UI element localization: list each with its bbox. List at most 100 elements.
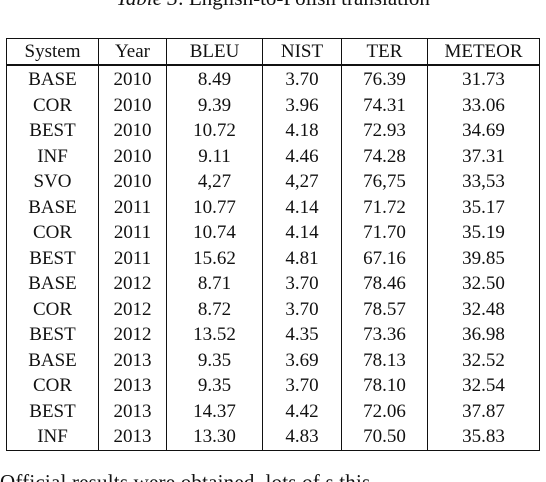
cell-year: 2010 [98, 143, 167, 169]
cell-ter: 78.46 [341, 271, 428, 297]
cell-meteor: 31.73 [427, 65, 540, 93]
table-row: BEST 2011 15.62 4.81 67.16 39.85 [6, 245, 540, 271]
cell-year: 2010 [98, 65, 167, 93]
cell-bleu: 9.39 [166, 92, 263, 118]
cell-nist: 4.42 [262, 398, 342, 424]
cell-bleu: 8.49 [166, 65, 263, 93]
cell-bleu: 9.35 [166, 347, 263, 373]
cell-system: SVO [6, 169, 99, 195]
cell-year: 2011 [98, 220, 167, 246]
header-nist: NIST [262, 38, 342, 66]
cell-system: COR [6, 296, 99, 322]
cell-bleu: 9.35 [166, 373, 263, 399]
cell-nist: 4.46 [262, 143, 342, 169]
cell-system: BASE [6, 347, 99, 373]
cell-ter: 74.28 [341, 143, 428, 169]
table-row: COR 2011 10.74 4.14 71.70 35.19 [6, 220, 540, 246]
table-row: BEST 2012 13.52 4.35 73.36 36.98 [6, 322, 540, 348]
cell-bleu: 8.71 [166, 271, 263, 297]
cell-nist: 3.69 [262, 347, 342, 373]
table-row: COR 2012 8.72 3.70 78.57 32.48 [6, 296, 540, 322]
table-row: INF 2013 13.30 4.83 70.50 35.83 [6, 424, 540, 451]
header-meteor: METEOR [427, 38, 540, 66]
cell-ter: 78.57 [341, 296, 428, 322]
cell-meteor: 35.83 [427, 424, 540, 451]
cell-system: BEST [6, 118, 99, 144]
cell-nist: 4.35 [262, 322, 342, 348]
table-caption-text: : English-to-Polish translation [178, 0, 430, 10]
cell-nist: 4.14 [262, 220, 342, 246]
cell-year: 2010 [98, 169, 167, 195]
cell-ter: 71.70 [341, 220, 428, 246]
cell-bleu: 10.74 [166, 220, 263, 246]
cell-year: 2012 [98, 296, 167, 322]
cell-system: INF [6, 143, 99, 169]
cell-ter: 74.31 [341, 92, 428, 118]
cell-meteor: 32.50 [427, 271, 540, 297]
cell-nist: 4.81 [262, 245, 342, 271]
cell-year: 2013 [98, 373, 167, 399]
table-body: BASE 2010 8.49 3.70 76.39 31.73 COR 2010… [6, 65, 540, 451]
table-caption: Table 3: English-to-Polish translation [0, 0, 546, 10]
cell-bleu: 8.72 [166, 296, 263, 322]
cell-year: 2010 [98, 118, 167, 144]
header-year: Year [98, 38, 167, 66]
cell-system: BASE [6, 65, 99, 93]
cell-meteor: 32.52 [427, 347, 540, 373]
cell-system: BEST [6, 398, 99, 424]
table-row: BEST 2010 10.72 4.18 72.93 34.69 [6, 118, 540, 144]
cell-system: COR [6, 220, 99, 246]
cell-bleu: 15.62 [166, 245, 263, 271]
table-header: System Year BLEU NIST TER METEOR [6, 38, 540, 66]
table-caption-label: Table 3 [116, 0, 178, 10]
header-ter: TER [341, 38, 428, 66]
cell-ter: 72.06 [341, 398, 428, 424]
cell-nist: 3.70 [262, 296, 342, 322]
cell-meteor: 34.69 [427, 118, 540, 144]
table-row: BASE 2011 10.77 4.14 71.72 35.17 [6, 194, 540, 220]
cell-meteor: 37.87 [427, 398, 540, 424]
cell-ter: 72.93 [341, 118, 428, 144]
cell-year: 2012 [98, 322, 167, 348]
cell-bleu: 4,27 [166, 169, 263, 195]
cell-system: BEST [6, 245, 99, 271]
header-row: System Year BLEU NIST TER METEOR [6, 38, 540, 66]
table-row: COR 2013 9.35 3.70 78.10 32.54 [6, 373, 540, 399]
cell-meteor: 35.19 [427, 220, 540, 246]
cell-ter: 70.50 [341, 424, 428, 451]
cell-year: 2013 [98, 398, 167, 424]
cell-year: 2010 [98, 92, 167, 118]
cell-bleu: 9.11 [166, 143, 263, 169]
cell-nist: 4.14 [262, 194, 342, 220]
cell-bleu: 13.52 [166, 322, 263, 348]
cell-system: COR [6, 92, 99, 118]
cell-nist: 3.96 [262, 92, 342, 118]
cell-nist: 3.70 [262, 373, 342, 399]
cell-ter: 71.72 [341, 194, 428, 220]
header-bleu: BLEU [166, 38, 263, 66]
results-table: System Year BLEU NIST TER METEOR BASE 20… [6, 38, 540, 451]
cell-system: BEST [6, 322, 99, 348]
cell-year: 2011 [98, 194, 167, 220]
cell-meteor: 36.98 [427, 322, 540, 348]
cell-meteor: 32.48 [427, 296, 540, 322]
table-row: BASE 2013 9.35 3.69 78.13 32.52 [6, 347, 540, 373]
cell-ter: 76,75 [341, 169, 428, 195]
cell-meteor: 32.54 [427, 373, 540, 399]
cell-nist: 4.18 [262, 118, 342, 144]
cell-system: COR [6, 373, 99, 399]
body-text-partial: Official results were obtained, lots of … [0, 470, 371, 482]
cell-meteor: 35.17 [427, 194, 540, 220]
cell-year: 2011 [98, 245, 167, 271]
cell-bleu: 10.77 [166, 194, 263, 220]
cell-ter: 67.16 [341, 245, 428, 271]
table-row: SVO 2010 4,27 4,27 76,75 33,53 [6, 169, 540, 195]
cell-system: BASE [6, 194, 99, 220]
table-row: BASE 2010 8.49 3.70 76.39 31.73 [6, 65, 540, 93]
cell-ter: 78.13 [341, 347, 428, 373]
cell-system: INF [6, 424, 99, 451]
cell-system: BASE [6, 271, 99, 297]
cell-ter: 76.39 [341, 65, 428, 93]
table-row: COR 2010 9.39 3.96 74.31 33.06 [6, 92, 540, 118]
cell-nist: 4,27 [262, 169, 342, 195]
